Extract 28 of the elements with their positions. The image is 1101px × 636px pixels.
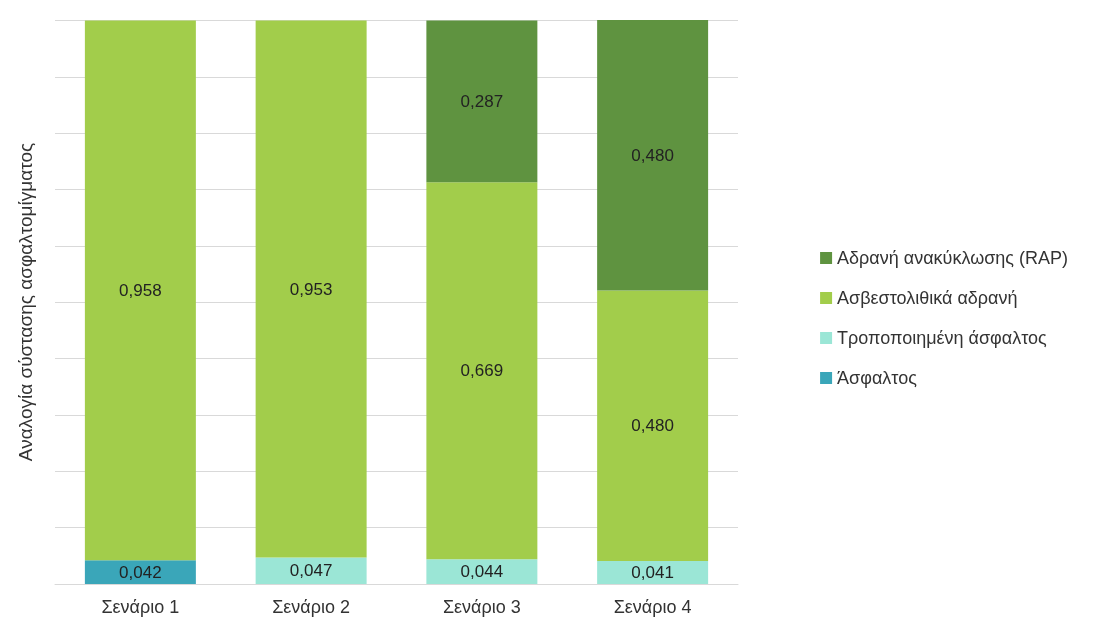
data-label: 0,041 (631, 562, 674, 582)
data-label: 0,287 (460, 91, 504, 111)
x-tick-label: Σενάριο 4 (613, 597, 692, 617)
bar (84, 20, 196, 561)
x-tick-label: Σενάριο 2 (272, 597, 351, 617)
bar (426, 20, 538, 183)
bar (426, 559, 538, 584)
data-label: 0,047 (289, 561, 333, 581)
legend-label: Αδρανή ανακύκλωσης (RAP) (837, 248, 1069, 268)
data-label: 0,044 (460, 562, 504, 582)
data-label: 0,042 (119, 562, 162, 582)
y-axis-title: Αναλογία σύστασης ασφαλτομίγματος (15, 142, 36, 462)
data-label: 0,958 (119, 280, 162, 300)
data-label: 0,480 (631, 145, 674, 165)
legend-label: Ασβεστολιθικά αδρανή (837, 288, 1018, 308)
bar (597, 20, 709, 291)
bar (255, 557, 367, 584)
data-label: 0,953 (289, 279, 333, 299)
bar (597, 290, 709, 561)
bar (84, 560, 196, 584)
data-label: 0,480 (631, 416, 674, 436)
x-tick-label: Σενάριο 3 (442, 597, 521, 617)
legend-label: Τροποποιημένη άσφαλτος (837, 328, 1048, 348)
x-tick-label: Σενάριο 1 (101, 597, 180, 617)
bar (255, 20, 367, 558)
legend-label: Άσφαλτος (837, 368, 918, 388)
bar (426, 182, 538, 560)
data-label: 0,669 (460, 361, 504, 381)
